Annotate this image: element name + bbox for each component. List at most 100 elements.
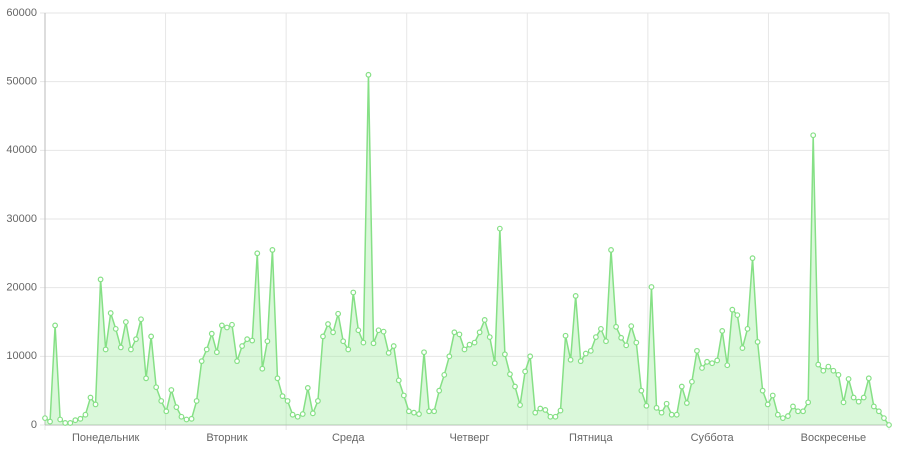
point: [815, 361, 822, 368]
point: [663, 400, 670, 407]
point: [153, 384, 160, 391]
point: [658, 409, 665, 416]
point: [77, 415, 84, 422]
point: [67, 420, 74, 426]
point: [673, 411, 680, 418]
point: [218, 322, 225, 329]
point: [309, 410, 316, 417]
point: [779, 415, 786, 422]
point: [107, 310, 114, 316]
y-tick-label: 30000: [6, 213, 37, 225]
point: [198, 358, 205, 365]
point: [405, 408, 412, 415]
point: [52, 322, 59, 329]
point: [724, 362, 731, 369]
point: [400, 392, 407, 399]
point: [749, 255, 756, 262]
point: [163, 408, 170, 415]
point: [193, 398, 200, 404]
point: [567, 356, 574, 363]
point: [633, 339, 640, 346]
point: [466, 341, 473, 348]
point: [835, 371, 842, 378]
point: [431, 408, 438, 415]
point: [390, 343, 397, 349]
point: [244, 336, 251, 343]
point: [451, 329, 458, 336]
point: [173, 404, 180, 411]
point: [284, 398, 291, 404]
point: [537, 405, 544, 412]
point: [613, 323, 619, 330]
point: [350, 289, 357, 296]
point: [128, 346, 134, 353]
point: [694, 347, 700, 354]
point: [370, 340, 377, 347]
point: [759, 387, 766, 394]
point: [82, 411, 89, 418]
point: [577, 358, 584, 365]
point: [855, 398, 862, 405]
point: [795, 408, 801, 415]
point: [304, 385, 311, 391]
point: [471, 339, 478, 346]
point: [416, 411, 422, 417]
point: [122, 319, 129, 325]
point: [557, 407, 564, 414]
point: [148, 333, 155, 340]
point: [436, 387, 443, 394]
point: [254, 250, 261, 257]
area: [45, 74, 889, 426]
point: [643, 402, 650, 409]
point: [714, 357, 721, 364]
x-tick-label: Среда: [332, 432, 365, 444]
point: [875, 408, 882, 415]
point: [769, 392, 776, 399]
point: [719, 328, 726, 334]
y-tick-label: 20000: [6, 282, 37, 294]
point: [249, 337, 256, 344]
point: [512, 383, 518, 390]
point: [496, 225, 503, 232]
point: [380, 328, 387, 335]
point: [688, 378, 695, 385]
point: [860, 394, 867, 401]
point: [385, 350, 392, 356]
point: [229, 321, 235, 328]
point: [881, 415, 887, 422]
point: [699, 365, 705, 371]
point: [850, 394, 857, 401]
point: [117, 344, 124, 351]
point: [572, 293, 579, 299]
point: [527, 353, 534, 360]
point: [886, 422, 892, 428]
point: [517, 402, 523, 408]
point: [87, 394, 94, 401]
point: [608, 246, 614, 253]
point: [734, 312, 741, 319]
point: [259, 365, 266, 372]
point: [845, 376, 852, 382]
y-tick-label: 0: [31, 419, 37, 431]
point: [375, 327, 382, 334]
point: [355, 327, 362, 334]
point: [592, 334, 599, 341]
point: [360, 339, 367, 346]
point: [234, 358, 240, 365]
point: [325, 321, 331, 327]
point: [269, 246, 276, 253]
point: [805, 399, 812, 406]
point: [42, 415, 48, 422]
point: [183, 416, 190, 423]
y-tick-label: 10000: [6, 350, 37, 362]
y-tick-label: 40000: [6, 144, 37, 156]
x-tick-label: Четверг: [449, 432, 489, 444]
point: [618, 334, 625, 341]
point: [102, 346, 109, 353]
point: [507, 371, 513, 378]
point: [653, 404, 660, 411]
point: [72, 417, 79, 424]
point: [825, 363, 832, 370]
point: [668, 411, 675, 418]
